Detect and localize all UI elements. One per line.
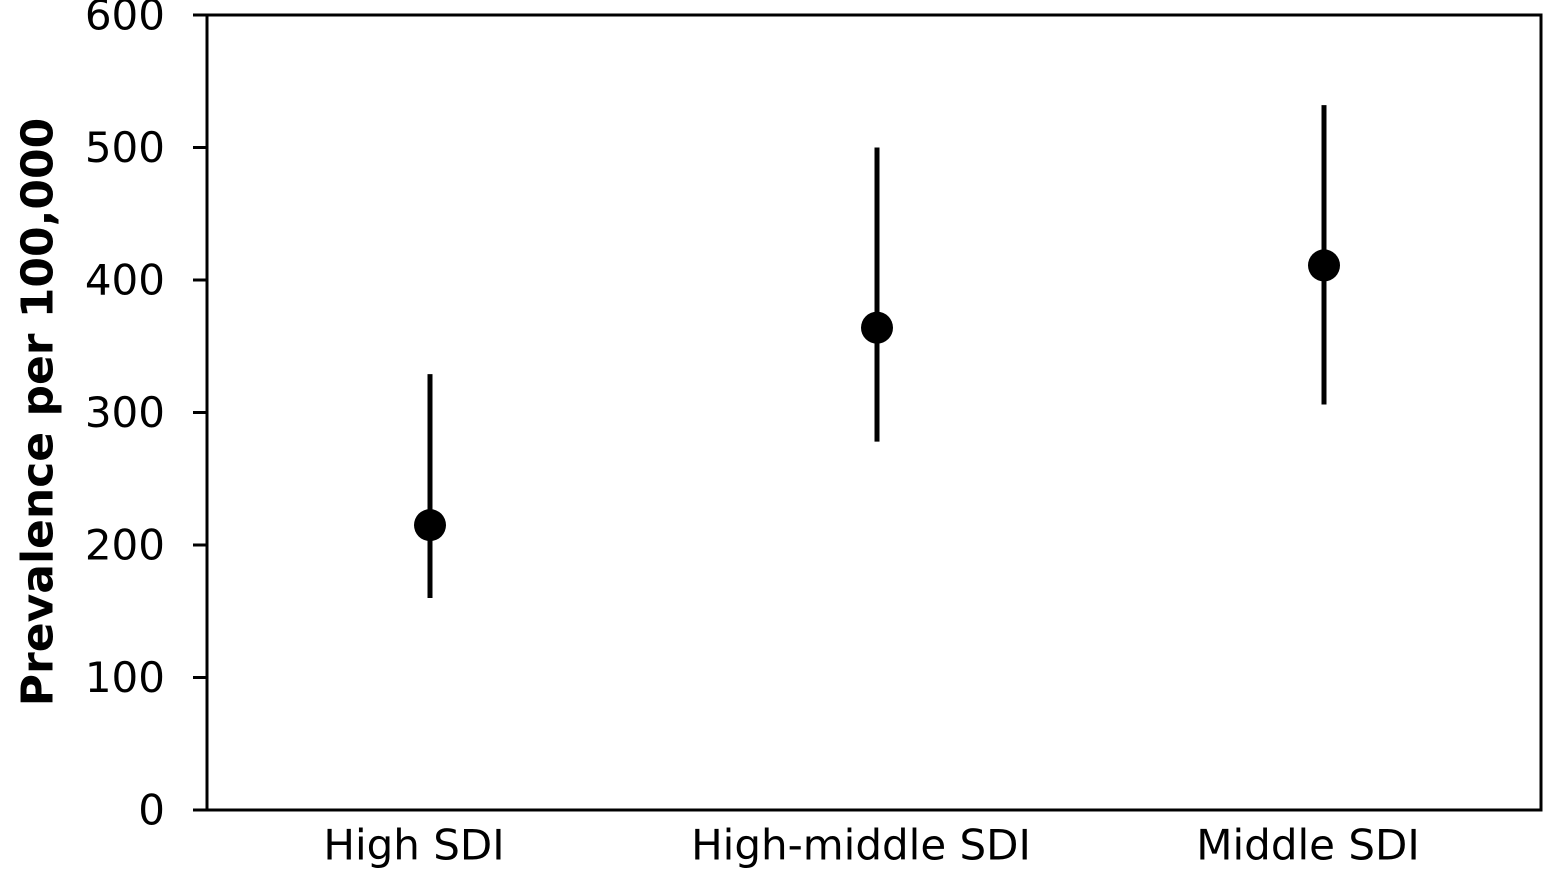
y-axis-title: Prevalence per 100,000 [13, 118, 64, 706]
y-tick-label-300: 300 [85, 388, 165, 437]
data-point-3 [1308, 249, 1340, 282]
y-tick-label-200: 200 [85, 521, 165, 570]
y-tick-label-600: 600 [85, 0, 165, 40]
y-tick-label-400: 400 [85, 256, 165, 305]
data-point-1 [414, 509, 446, 542]
y-tick-label-100: 100 [85, 653, 165, 702]
plot-frame [205, 13, 1543, 812]
x-axis-category-labels: High SDI High-middle SDI Middle SDI [323, 821, 1419, 870]
y-tick-label-0: 0 [138, 786, 165, 835]
error-bars [427, 105, 1327, 598]
y-axis-ticks [193, 13, 207, 812]
data-point-2 [861, 311, 893, 344]
y-axis-tick-labels: 0 100 200 300 400 500 600 [85, 0, 165, 835]
y-tick-label-500: 500 [85, 123, 165, 172]
x-category-label-3: Middle SDI [1196, 821, 1419, 870]
x-category-label-1: High SDI [323, 821, 504, 870]
data-points [414, 249, 1340, 542]
x-category-label-2: High-middle SDI [691, 821, 1031, 870]
